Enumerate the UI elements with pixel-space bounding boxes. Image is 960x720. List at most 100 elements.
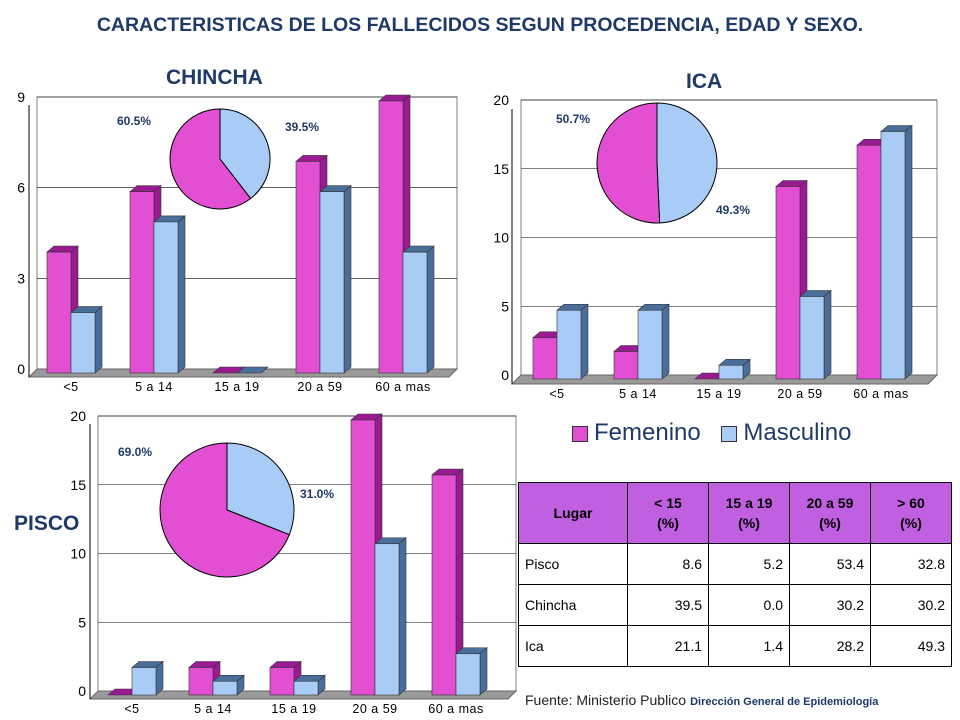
bar-masculino: [799, 296, 825, 380]
x-tick-label: 15 a 19: [696, 387, 741, 401]
bar-masculino: [374, 543, 400, 696]
bar-femenino: [775, 186, 801, 380]
pie-slice-femenino: [596, 102, 661, 224]
pie-label: 31.0%: [300, 487, 334, 501]
pie-slice-masculino: [656, 102, 718, 224]
source-note: Fuente: Ministerio Publico Dirección Gene…: [525, 692, 878, 708]
x-tick-label: 20 a 59: [777, 387, 822, 401]
bar-femenino: [378, 100, 404, 374]
x-tick-label: 15 a 19: [214, 380, 259, 394]
x-tick-label: 20 a 59: [297, 380, 342, 394]
bar-femenino: [532, 337, 558, 380]
table-row: Pisco 8.6 5.2 53.4 32.8: [518, 543, 952, 585]
table-header-gt60: > 60 (%): [870, 482, 952, 544]
table-header-row: Lugar < 15 (%) 15 a 19 (%) 20 a 59 (%) > 60…: [518, 482, 952, 544]
chart-chincha: 0 3 6 9 <5 5 a 14 15 a 19 20 a 59 60 a mas 60.5% 3…: [17, 89, 459, 394]
x-tick-label: <5: [63, 380, 78, 394]
bar-masculino: [293, 680, 319, 696]
bar-masculino: [70, 312, 96, 374]
legend-item-femenino: Femenino: [572, 419, 701, 447]
pie-label: 39.5%: [285, 120, 319, 134]
table-cell: 49.3: [870, 625, 952, 667]
bar-femenino: [856, 144, 882, 380]
source-text: Fuente: Ministerio Publico: [525, 692, 687, 708]
bar-side-masculino: [398, 537, 407, 696]
source-org: Dirección General de Epidemiología: [690, 696, 879, 708]
header-line: Lugar: [553, 505, 593, 521]
pie-label: 69.0%: [118, 445, 152, 459]
x-tick-label: 60 a mas: [853, 387, 908, 401]
y-tick-label: 5: [501, 298, 509, 314]
table-header-15-19: 15 a 19 (%): [708, 482, 790, 544]
y-tick-label: 9: [17, 89, 25, 105]
chart-pisco: 0 5 10 15 20 <5 5 a 14 15 a 19 20 a 59 60 a mas 69…: [70, 408, 518, 716]
y-tick-label: 15: [70, 477, 86, 493]
y-tick-label: 10: [70, 546, 86, 562]
legend: Femenino Masculino: [572, 419, 865, 447]
bar-masculino: [319, 191, 345, 374]
header-line: < 15: [654, 495, 682, 511]
slide-title: CARACTERISTICAS DE LOS FALLECIDOS SEGUN …: [96, 14, 864, 36]
x-tick-label: <5: [549, 387, 564, 401]
bar-side-masculino: [823, 289, 832, 380]
bar-side-masculino: [479, 647, 488, 696]
legend-label-masculino: Masculino: [743, 419, 852, 446]
x-tick-label: 5 a 14: [135, 380, 173, 394]
pie-label: 49.3%: [716, 203, 750, 217]
bar-femenino: [129, 191, 155, 374]
y-tick-label: 20: [493, 92, 509, 108]
table-header-20-59: 20 a 59 (%): [789, 482, 871, 544]
y-tick-label: 3: [17, 270, 25, 286]
header-line: 20 a 59: [806, 495, 854, 511]
bar-masculino: [556, 309, 582, 380]
pie-slice-femenino: [159, 442, 290, 578]
bar-femenino: [431, 474, 457, 696]
table-cell: Chincha: [518, 584, 628, 626]
bar-masculino: [402, 251, 428, 374]
header-line: (%): [819, 515, 841, 531]
y-tick-label: 5: [78, 614, 86, 630]
x-tick-label: 5 a 14: [194, 702, 232, 716]
x-tick-label: 60 a mas: [428, 702, 483, 716]
pie-slice-masculino: [226, 442, 295, 536]
chart-title-chincha: CHINCHA: [166, 66, 263, 89]
pie-label: 50.7%: [556, 112, 590, 126]
legend-label-femenino: Femenino: [594, 419, 701, 446]
bar-masculino: [131, 667, 157, 696]
table-cell: 1.4: [708, 625, 790, 667]
table-cell: 30.2: [789, 584, 871, 626]
chart-title-pisco: PISCO: [14, 512, 80, 535]
bar-side-masculino: [580, 303, 589, 380]
bar-femenino: [46, 251, 72, 374]
table-cell: 21.1: [627, 625, 709, 667]
table-cell: 8.6: [627, 543, 709, 585]
bar-side-masculino: [426, 245, 435, 374]
x-tick-label: 15 a 19: [271, 702, 316, 716]
bar-masculino: [455, 653, 481, 696]
header-line: 15 a 19: [725, 495, 773, 511]
bar-masculino: [212, 680, 238, 696]
legend-swatch-femenino: [572, 425, 588, 442]
table-header-lt15: < 15 (%): [627, 482, 709, 544]
header-line: > 60: [897, 495, 925, 511]
summary-table: Lugar < 15 (%) 15 a 19 (%) 20 a 59 (%) > 60…: [518, 482, 952, 667]
table-cell: 5.2: [708, 543, 790, 585]
pie-label: 60.5%: [117, 114, 151, 128]
y-tick-label: 0: [501, 367, 509, 383]
x-tick-label: 60 a mas: [375, 380, 430, 394]
bar-top-masculino: [236, 366, 269, 374]
table-cell: Pisco: [518, 543, 628, 585]
chart-ica: 0 5 10 15 20 <5 5 a 14 15 a 19 20 a 59 60 a mas 50…: [493, 92, 939, 401]
x-tick-label: 20 a 59: [352, 702, 397, 716]
table-cell: Ica: [518, 625, 628, 667]
bar-femenino: [188, 667, 214, 696]
table-cell: 28.2: [789, 625, 871, 667]
bar-side-masculino: [177, 215, 186, 374]
table-cell: 39.5: [627, 584, 709, 626]
bar-femenino: [613, 351, 639, 380]
y-tick-label: 10: [493, 230, 509, 246]
header-line: (%): [900, 515, 922, 531]
y-tick-label: 15: [493, 161, 509, 177]
header-line: (%): [738, 515, 760, 531]
bar-masculino: [718, 364, 744, 380]
